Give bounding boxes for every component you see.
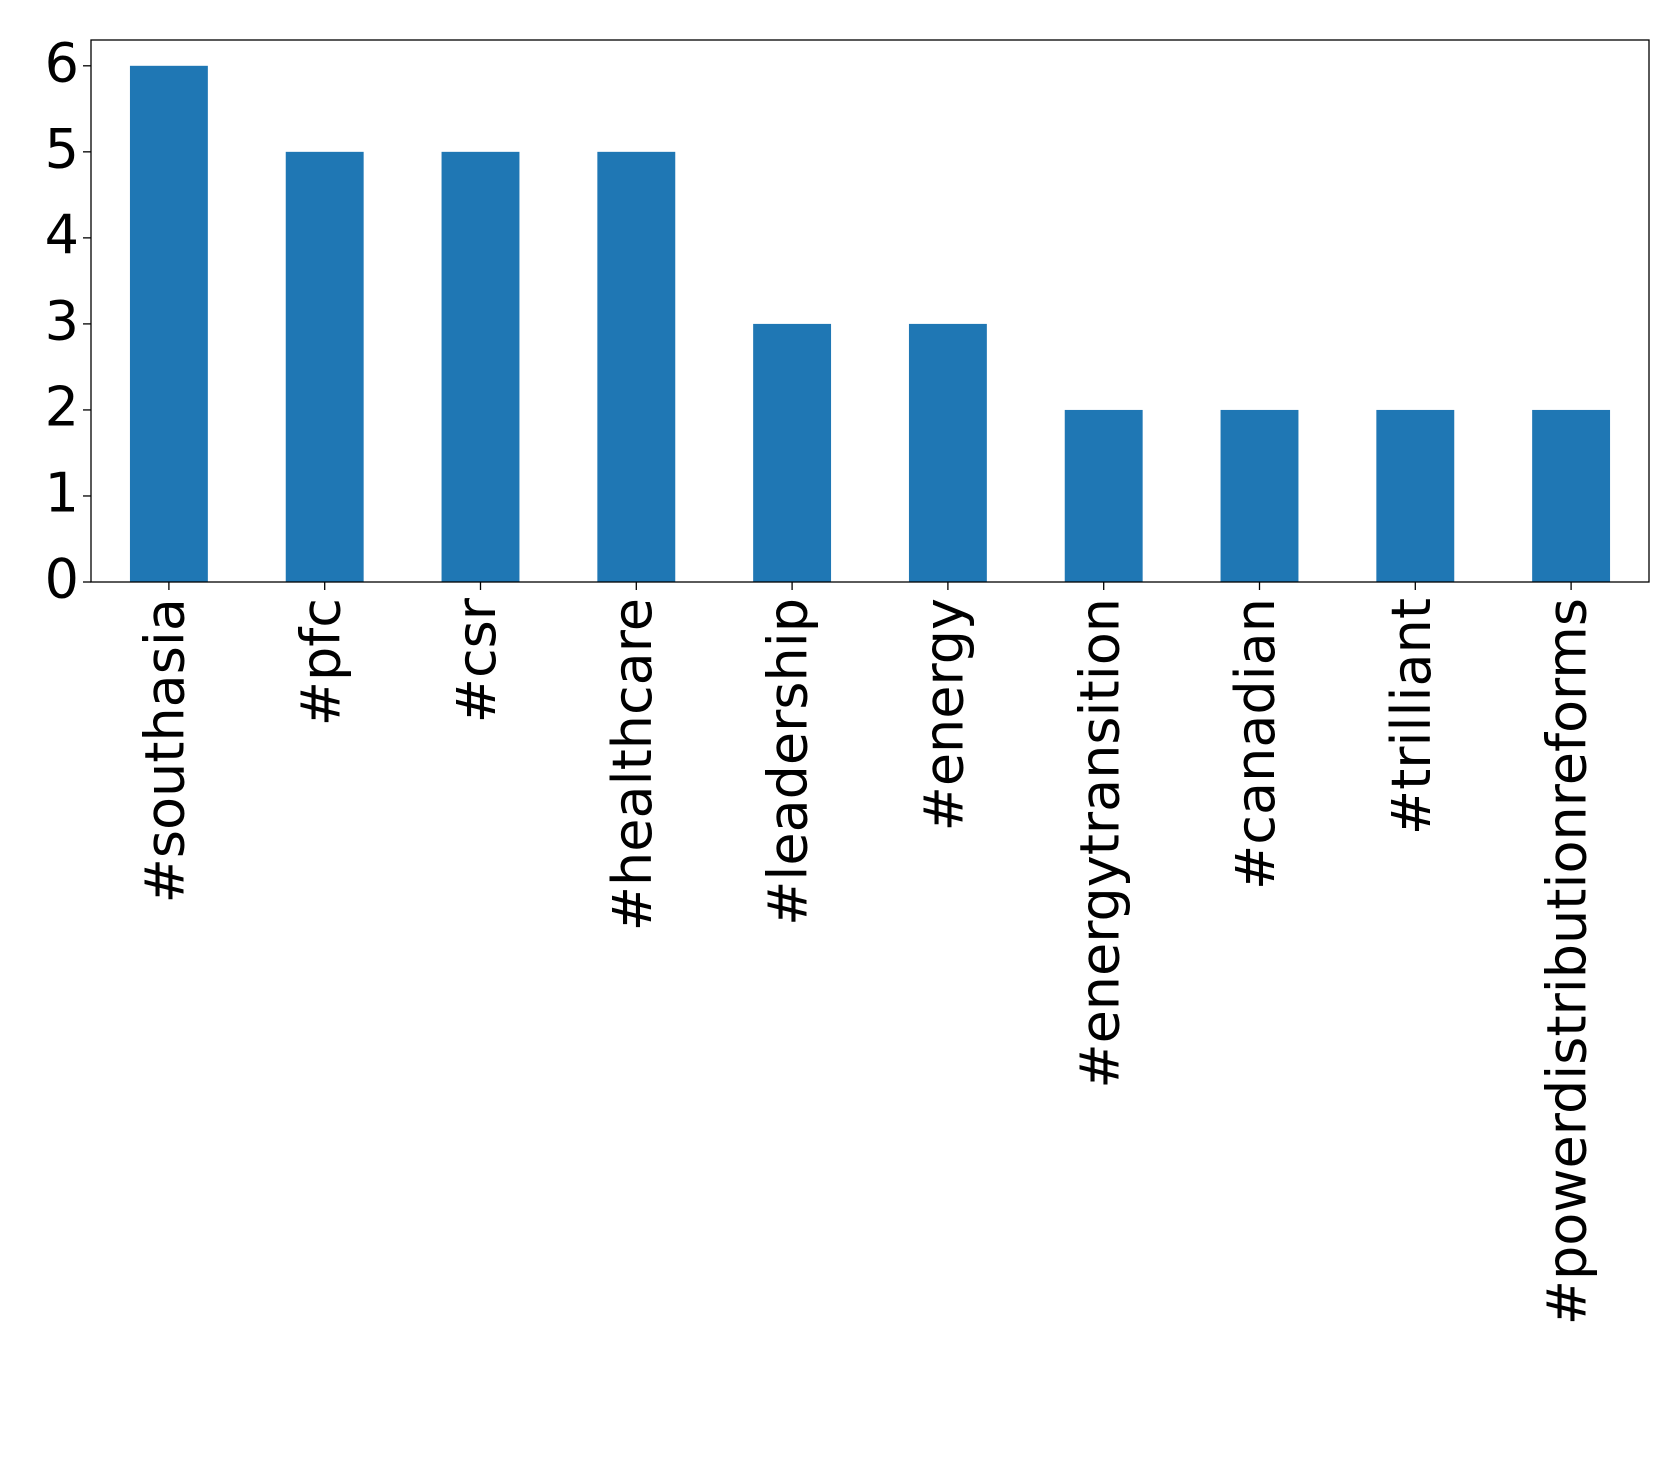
x-tick-label: #pfc [289, 598, 352, 726]
bar-energy [908, 323, 987, 582]
bar-southasia [129, 65, 208, 582]
bar-energytransition [1064, 409, 1143, 582]
x-tick-label: #csr [445, 597, 508, 723]
y-tick-label: 2 [45, 376, 79, 439]
y-tick-label: 5 [45, 117, 79, 180]
y-tick-label: 0 [45, 548, 79, 611]
bar-csr [441, 151, 520, 582]
x-tick-label: #leadership [757, 598, 820, 926]
y-tick-label: 1 [45, 462, 79, 525]
bar-pfc [285, 151, 364, 582]
bar-powerdistributionreforms [1532, 409, 1611, 582]
y-tick-label: 4 [45, 204, 79, 267]
bar-trilliant [1376, 409, 1455, 582]
y-axis: 0 1 2 3 4 5 6 [45, 31, 91, 611]
bar-healthcare [597, 151, 676, 582]
x-tick-label: #southasia [134, 598, 197, 903]
bar-leadership [753, 323, 832, 582]
y-tick-label: 6 [45, 31, 79, 94]
x-tick-label: #canadian [1224, 598, 1287, 890]
bar-canadian [1220, 409, 1299, 582]
x-tick-label: #energy [913, 598, 976, 831]
bars-layer [129, 65, 1611, 582]
x-tick-label: #powerdistributionreforms [1536, 598, 1599, 1325]
plot-frame [90, 39, 1650, 583]
y-tick-label: 3 [45, 290, 79, 353]
x-tick-label: #trilliant [1380, 598, 1443, 835]
x-axis: #southasia #pfc #csr #healthcare #leadership… [134, 582, 1599, 1325]
x-tick-label: #energytransition [1068, 598, 1131, 1089]
x-tick-label: #healthcare [601, 598, 664, 931]
